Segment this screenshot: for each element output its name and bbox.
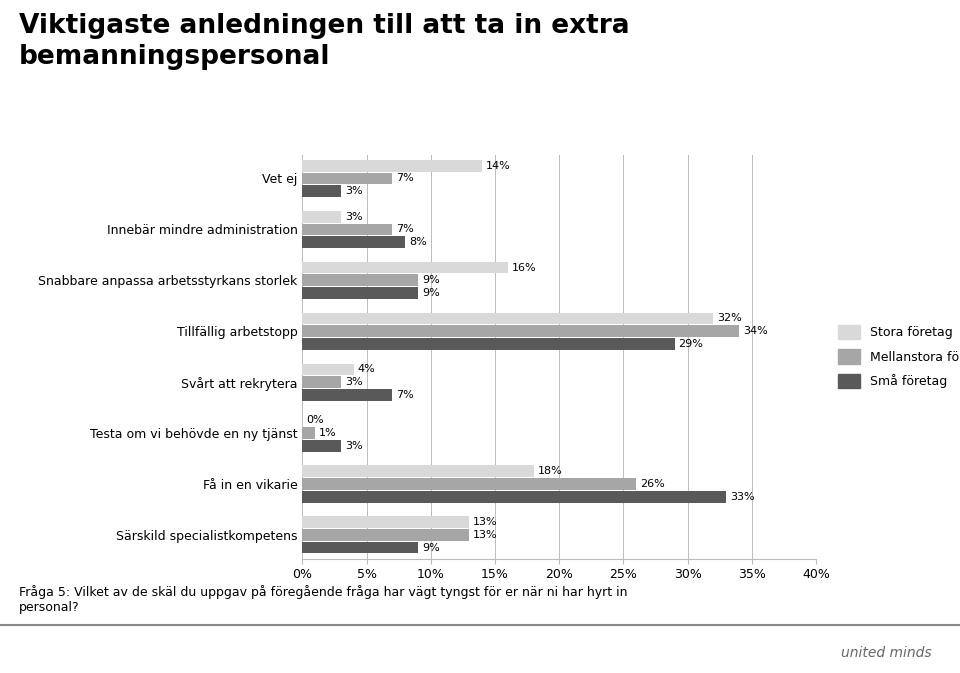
Bar: [302, 211, 341, 223]
Text: 7%: 7%: [396, 390, 414, 400]
Bar: [302, 466, 534, 477]
Text: 7%: 7%: [396, 174, 414, 184]
Text: 13%: 13%: [473, 530, 498, 540]
Bar: [302, 185, 341, 197]
Bar: [302, 440, 341, 452]
Text: Viktigaste anledningen till att ta in extra
bemanningspersonal: Viktigaste anledningen till att ta in ex…: [19, 13, 630, 71]
Bar: [302, 172, 393, 184]
Bar: [302, 275, 418, 286]
Text: 9%: 9%: [421, 288, 440, 298]
Bar: [302, 376, 341, 388]
Text: 4%: 4%: [358, 364, 375, 374]
Bar: [302, 542, 418, 553]
Text: 9%: 9%: [421, 275, 440, 285]
Text: 9%: 9%: [421, 542, 440, 553]
Bar: [302, 427, 315, 439]
Text: 1%: 1%: [319, 428, 337, 438]
Bar: [302, 236, 405, 248]
Bar: [302, 478, 636, 490]
Bar: [302, 313, 713, 324]
Text: 7%: 7%: [396, 224, 414, 234]
Text: 34%: 34%: [743, 326, 768, 336]
Text: 3%: 3%: [345, 186, 362, 197]
Bar: [302, 287, 418, 299]
Text: 16%: 16%: [512, 262, 537, 273]
Text: 32%: 32%: [717, 314, 742, 324]
Text: 3%: 3%: [345, 377, 362, 387]
Bar: [302, 160, 482, 172]
Text: 29%: 29%: [679, 339, 704, 349]
Bar: [302, 363, 353, 376]
Text: 13%: 13%: [473, 517, 498, 527]
Bar: [302, 223, 393, 236]
Bar: [302, 491, 726, 503]
Text: 0%: 0%: [306, 415, 324, 425]
Bar: [302, 516, 469, 528]
Text: 3%: 3%: [345, 211, 362, 221]
Text: 18%: 18%: [538, 466, 563, 476]
Bar: [302, 338, 675, 350]
Text: 33%: 33%: [730, 492, 755, 502]
Text: 8%: 8%: [409, 237, 427, 247]
Bar: [302, 529, 469, 541]
Bar: [302, 389, 393, 400]
Text: united minds: united minds: [841, 645, 931, 660]
Text: 26%: 26%: [640, 479, 665, 489]
Text: Fråga 5: Vilket av de skäl du uppgav på föregående fråga har vägt tyngst för er : Fråga 5: Vilket av de skäl du uppgav på …: [19, 586, 628, 614]
Text: 14%: 14%: [486, 161, 511, 171]
Text: 3%: 3%: [345, 441, 362, 451]
Legend: Stora företag, Mellanstora företag, Små företag: Stora företag, Mellanstora företag, Små …: [838, 325, 960, 388]
Bar: [302, 262, 508, 273]
Bar: [302, 325, 739, 337]
